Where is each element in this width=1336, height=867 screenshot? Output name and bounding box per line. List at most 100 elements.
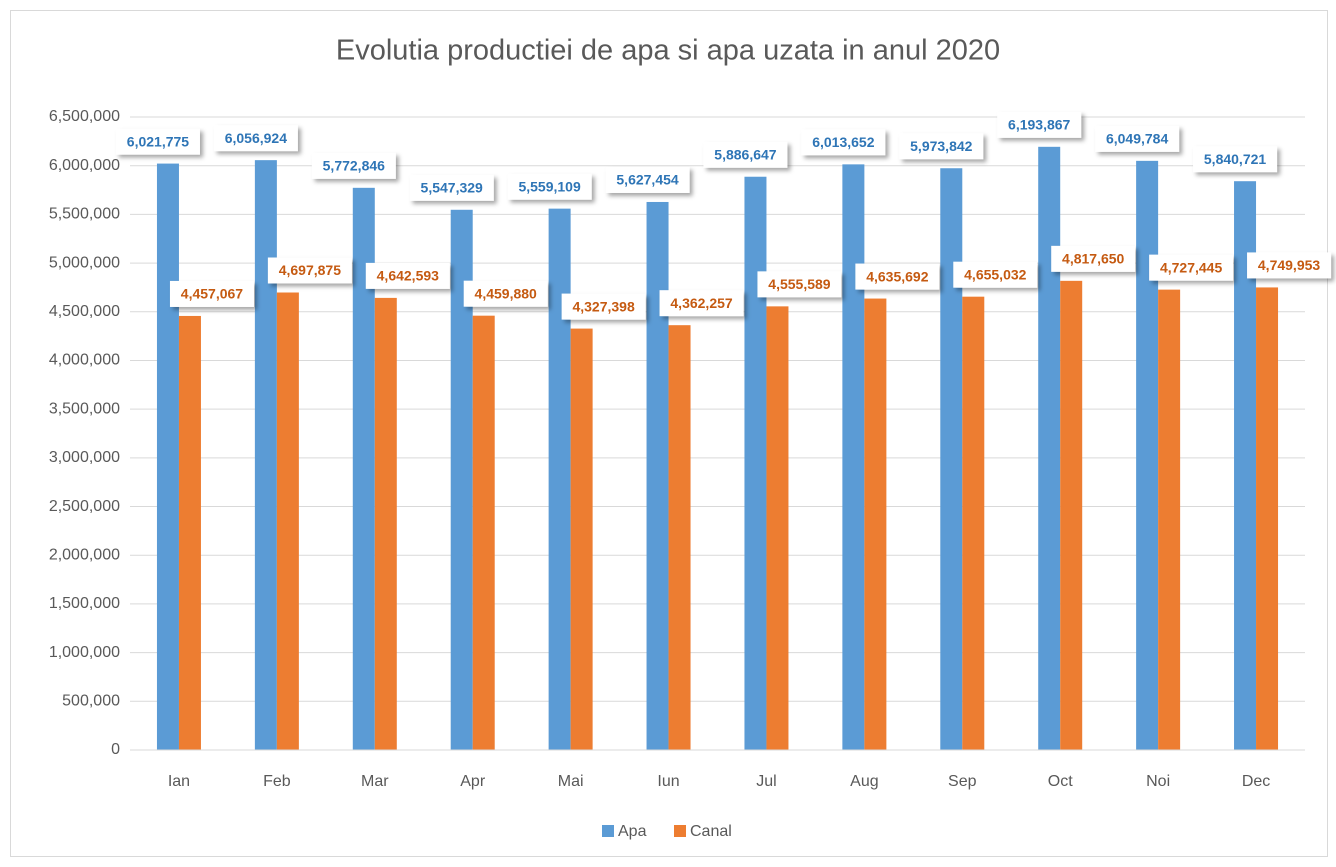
y-tick-label: 0 [111,741,120,758]
bar [766,306,789,750]
value-label-box [1149,254,1234,281]
y-tick-label: 1,000,000 [49,644,120,661]
x-tick-label: Sep [948,773,977,790]
value-label: 4,327,398 [572,298,634,314]
legend-swatch [602,825,614,837]
bar [668,325,691,750]
bar [962,296,985,750]
value-label: 5,886,647 [714,146,776,162]
legend-label: Apa [618,823,647,840]
value-label: 6,021,775 [127,133,189,149]
value-label-box [703,141,788,168]
value-label: 5,627,454 [616,172,678,188]
value-label: 4,697,875 [279,262,341,278]
bar [156,163,179,750]
bar [472,315,495,750]
value-label-box [365,262,450,289]
bar [254,160,277,750]
legend-label: Canal [690,823,732,840]
value-label: 6,056,924 [225,130,287,146]
value-label-box [1193,146,1278,173]
value-label-box [1095,125,1180,152]
y-tick-label: 500,000 [62,693,120,710]
bar [1136,160,1159,750]
value-label: 4,727,445 [1160,259,1222,275]
y-tick-label: 4,000,000 [49,352,120,369]
value-label: 5,559,109 [518,178,580,194]
value-label-box [899,133,984,160]
x-tick-label: Dec [1242,773,1270,790]
x-tick-label: Feb [263,773,291,790]
chart-title: Evolutia productiei de apa si apa uzata … [336,35,1000,67]
value-label-box [507,173,592,200]
value-label: 4,642,593 [377,268,439,284]
value-label: 5,547,329 [421,179,483,195]
legend-swatch [674,825,686,837]
value-label-box [855,263,940,290]
value-label: 4,457,067 [181,286,243,302]
value-label-box [115,128,200,155]
x-tick-label: Apr [460,773,486,790]
value-label: 4,362,257 [670,295,732,311]
value-label-box [409,174,494,201]
x-tick-label: Aug [850,773,878,790]
value-label-box [169,280,254,307]
value-label-box [463,280,548,307]
x-tick-label: Mai [558,773,584,790]
value-label: 4,459,880 [475,285,537,301]
value-label-box [757,271,842,298]
value-label-box [311,152,396,179]
bar [570,328,593,750]
bar [548,208,571,751]
value-label-box [953,261,1038,288]
bar [646,201,669,751]
bar [178,315,201,750]
value-label: 6,049,784 [1106,131,1168,147]
bar [1038,146,1061,751]
bar [1234,181,1257,751]
y-tick-label: 6,000,000 [49,157,120,174]
x-tick-label: Ian [168,773,190,790]
bar [744,176,767,750]
x-tick-label: Jul [756,773,776,790]
value-label-box [801,129,886,156]
y-tick-label: 1,500,000 [49,595,120,612]
y-tick-label: 2,000,000 [49,546,120,563]
value-label: 4,817,650 [1062,251,1124,267]
y-tick-label: 4,500,000 [49,303,120,320]
value-label-box [1247,252,1332,279]
bar [1158,289,1181,750]
value-label-box [997,111,1082,138]
x-tick-label: Oct [1048,773,1073,790]
x-tick-label: Noi [1146,773,1170,790]
value-label-box [659,290,744,317]
bar [450,209,473,750]
y-tick-label: 6,500,000 [49,108,120,125]
value-label: 4,635,692 [866,268,928,284]
bar [842,164,865,751]
value-label: 5,840,721 [1204,151,1266,167]
y-tick-label: 2,500,000 [49,498,120,515]
bar [1060,280,1083,750]
bar [352,187,375,751]
bar [940,168,963,751]
x-tick-label: Mar [361,773,389,790]
value-label: 5,772,846 [323,158,385,174]
value-label: 4,655,032 [964,266,1026,282]
value-label-box [605,166,690,193]
y-tick-label: 3,500,000 [49,400,120,417]
value-label-box [561,293,646,320]
x-tick-label: Iun [657,773,679,790]
value-label-box [1051,245,1136,272]
bar [374,297,397,750]
bar [864,298,887,750]
y-tick-label: 5,000,000 [49,254,120,271]
y-tick-label: 5,500,000 [49,206,120,223]
value-label-box [267,257,352,284]
value-label: 4,555,589 [768,276,830,292]
value-label: 6,193,867 [1008,117,1070,133]
y-tick-label: 3,000,000 [49,449,120,466]
bar [276,292,299,750]
value-label-box [213,125,298,152]
